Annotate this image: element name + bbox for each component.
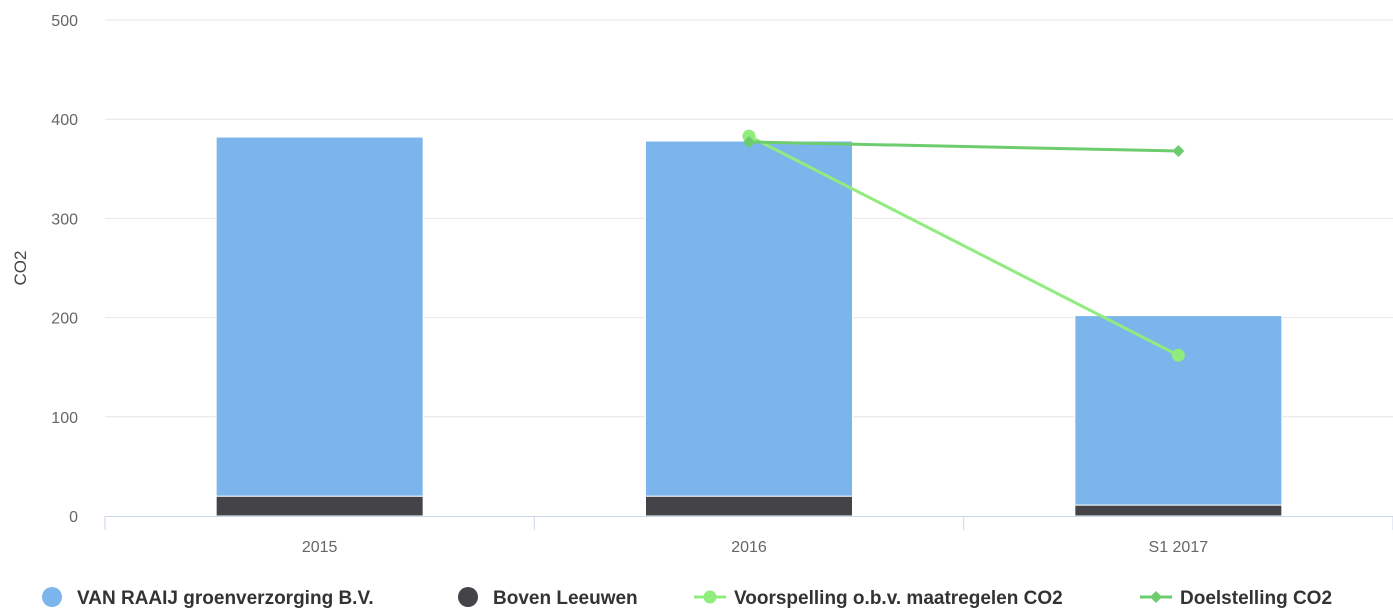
legend-symbol xyxy=(42,587,62,607)
legend-label: Doelstelling CO2 xyxy=(1180,588,1332,609)
legend-label: Boven Leeuwen xyxy=(493,588,638,609)
y-tick-label: 400 xyxy=(51,112,78,129)
point-doelstelling-co2-s1-2017[interactable] xyxy=(1172,144,1185,157)
point-voorspelling-o-b-v-maatregelen-co2-s1-2017[interactable] xyxy=(1171,348,1185,362)
bar-boven-leeuwen-s1-2017[interactable] xyxy=(1074,504,1283,517)
bar-boven-leeuwen-2015[interactable] xyxy=(215,495,424,517)
point-doelstelling-co2-2016[interactable] xyxy=(743,136,755,149)
legend: VAN RAAIJ groenverzorging B.V. Boven Leeu… xyxy=(42,587,1332,609)
bar-layer xyxy=(215,136,1283,517)
y-tick-label: 300 xyxy=(51,211,78,228)
legend-item-boven-leeuwen[interactable]: Boven Leeuwen xyxy=(458,587,638,609)
bar-van-raaij-groenverzorging-b-v-2016[interactable] xyxy=(645,140,853,497)
legend-item-voorspelling-o-b-v-maatregelen-co2[interactable]: Voorspelling o.b.v. maatregelen CO2 xyxy=(694,588,1063,609)
y-tick-label: 200 xyxy=(51,311,78,328)
legend-label: VAN RAAIJ groenverzorging B.V. xyxy=(77,588,374,609)
line-voorspelling-o-b-v-maatregelen-co2 xyxy=(748,134,1180,357)
line-doelstelling-co2 xyxy=(748,140,1179,153)
legend-label: Voorspelling o.b.v. maatregelen CO2 xyxy=(734,588,1063,609)
line-layer xyxy=(742,129,1185,362)
bar-van-raaij-groenverzorging-b-v-2015[interactable] xyxy=(215,136,424,497)
legend-marker xyxy=(703,590,717,604)
x-tick-label: 2016 xyxy=(731,539,767,556)
y-tick-label: 0 xyxy=(69,509,78,526)
legend-item-doelstelling-co2[interactable]: Doelstelling CO2 xyxy=(1140,588,1332,609)
bar-van-raaij-groenverzorging-b-v-s1-2017[interactable] xyxy=(1074,315,1283,506)
y-axis-labels: 0 100 200 300 400 500 xyxy=(51,13,78,526)
bar-boven-leeuwen-2016[interactable] xyxy=(645,495,853,517)
legend-marker xyxy=(1150,591,1162,603)
x-tick-label: S1 2017 xyxy=(1149,539,1209,556)
y-tick-label: 100 xyxy=(51,410,78,427)
legend-item-van-raaij-groenverzorging-b-v[interactable]: VAN RAAIJ groenverzorging B.V. xyxy=(42,587,374,609)
x-tick-label: 2015 xyxy=(302,539,338,556)
y-tick-label: 500 xyxy=(51,13,78,30)
x-axis: 2015 2016 S1 2017 xyxy=(104,516,1393,556)
legend-symbol xyxy=(458,587,478,607)
y-axis-title: CO2 xyxy=(11,251,30,286)
